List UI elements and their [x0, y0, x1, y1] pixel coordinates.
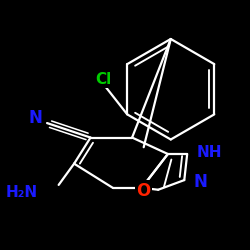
Text: H₂N: H₂N — [5, 185, 38, 200]
Text: Cl: Cl — [95, 72, 111, 87]
Text: N: N — [28, 109, 42, 127]
Text: N: N — [194, 173, 208, 191]
Text: NH: NH — [197, 144, 222, 160]
Text: O: O — [136, 182, 151, 200]
